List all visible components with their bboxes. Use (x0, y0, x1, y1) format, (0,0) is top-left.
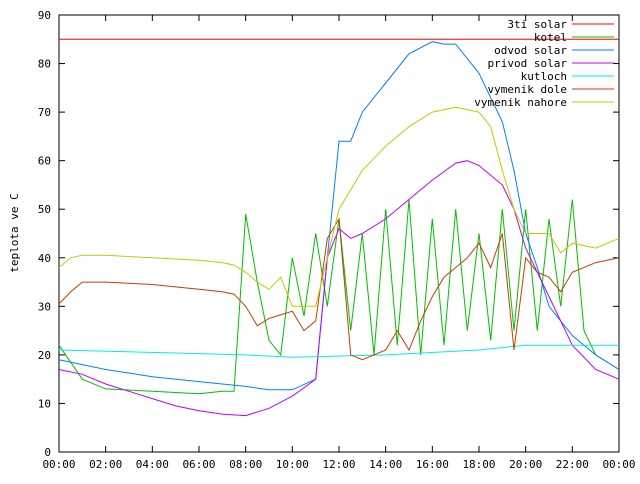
x-tick-label: 20:00 (509, 458, 542, 471)
legend-label: vymenik nahore (474, 96, 567, 109)
legend-label: kutloch (521, 70, 567, 83)
series-line (58, 199, 620, 395)
y-tick-label: 50 (38, 203, 51, 216)
x-tick-label: 02:00 (89, 458, 122, 471)
y-tick-label: 60 (38, 155, 51, 168)
legend-label: kotel (534, 31, 567, 44)
series-line (58, 41, 620, 391)
y-tick-label: 80 (38, 58, 51, 71)
x-tick-label: 00:00 (602, 458, 635, 471)
x-tick-label: 22:00 (556, 458, 589, 471)
x-tick-label: 08:00 (229, 458, 262, 471)
y-tick-label: 20 (38, 349, 51, 362)
legend-label: 3ti solar (507, 18, 567, 31)
y-tick-label: 30 (38, 300, 51, 313)
legend-label: vymenik dole (488, 83, 567, 96)
y-tick-label: 0 (44, 446, 51, 459)
legend-label: privod solar (488, 57, 568, 70)
x-tick-label: 18:00 (462, 458, 495, 471)
y-tick-label: 10 (38, 397, 51, 410)
series-line (58, 344, 619, 358)
x-tick-label: 12:00 (322, 458, 355, 471)
series-line (58, 217, 620, 361)
y-tick-label: 90 (38, 9, 51, 22)
x-tick-label: 04:00 (136, 458, 169, 471)
x-tick-label: 06:00 (182, 458, 215, 471)
y-tick-label: 70 (38, 106, 51, 119)
x-tick-label: 16:00 (416, 458, 449, 471)
series-line (58, 106, 620, 307)
x-tick-label: 00:00 (42, 458, 75, 471)
x-tick-label: 10:00 (276, 458, 309, 471)
y-axis-label: teplota ve C (8, 193, 21, 272)
legend-label: odvod solar (494, 44, 567, 57)
series-line (58, 160, 620, 417)
y-tick-label: 40 (38, 252, 51, 265)
x-tick-label: 14:00 (369, 458, 402, 471)
